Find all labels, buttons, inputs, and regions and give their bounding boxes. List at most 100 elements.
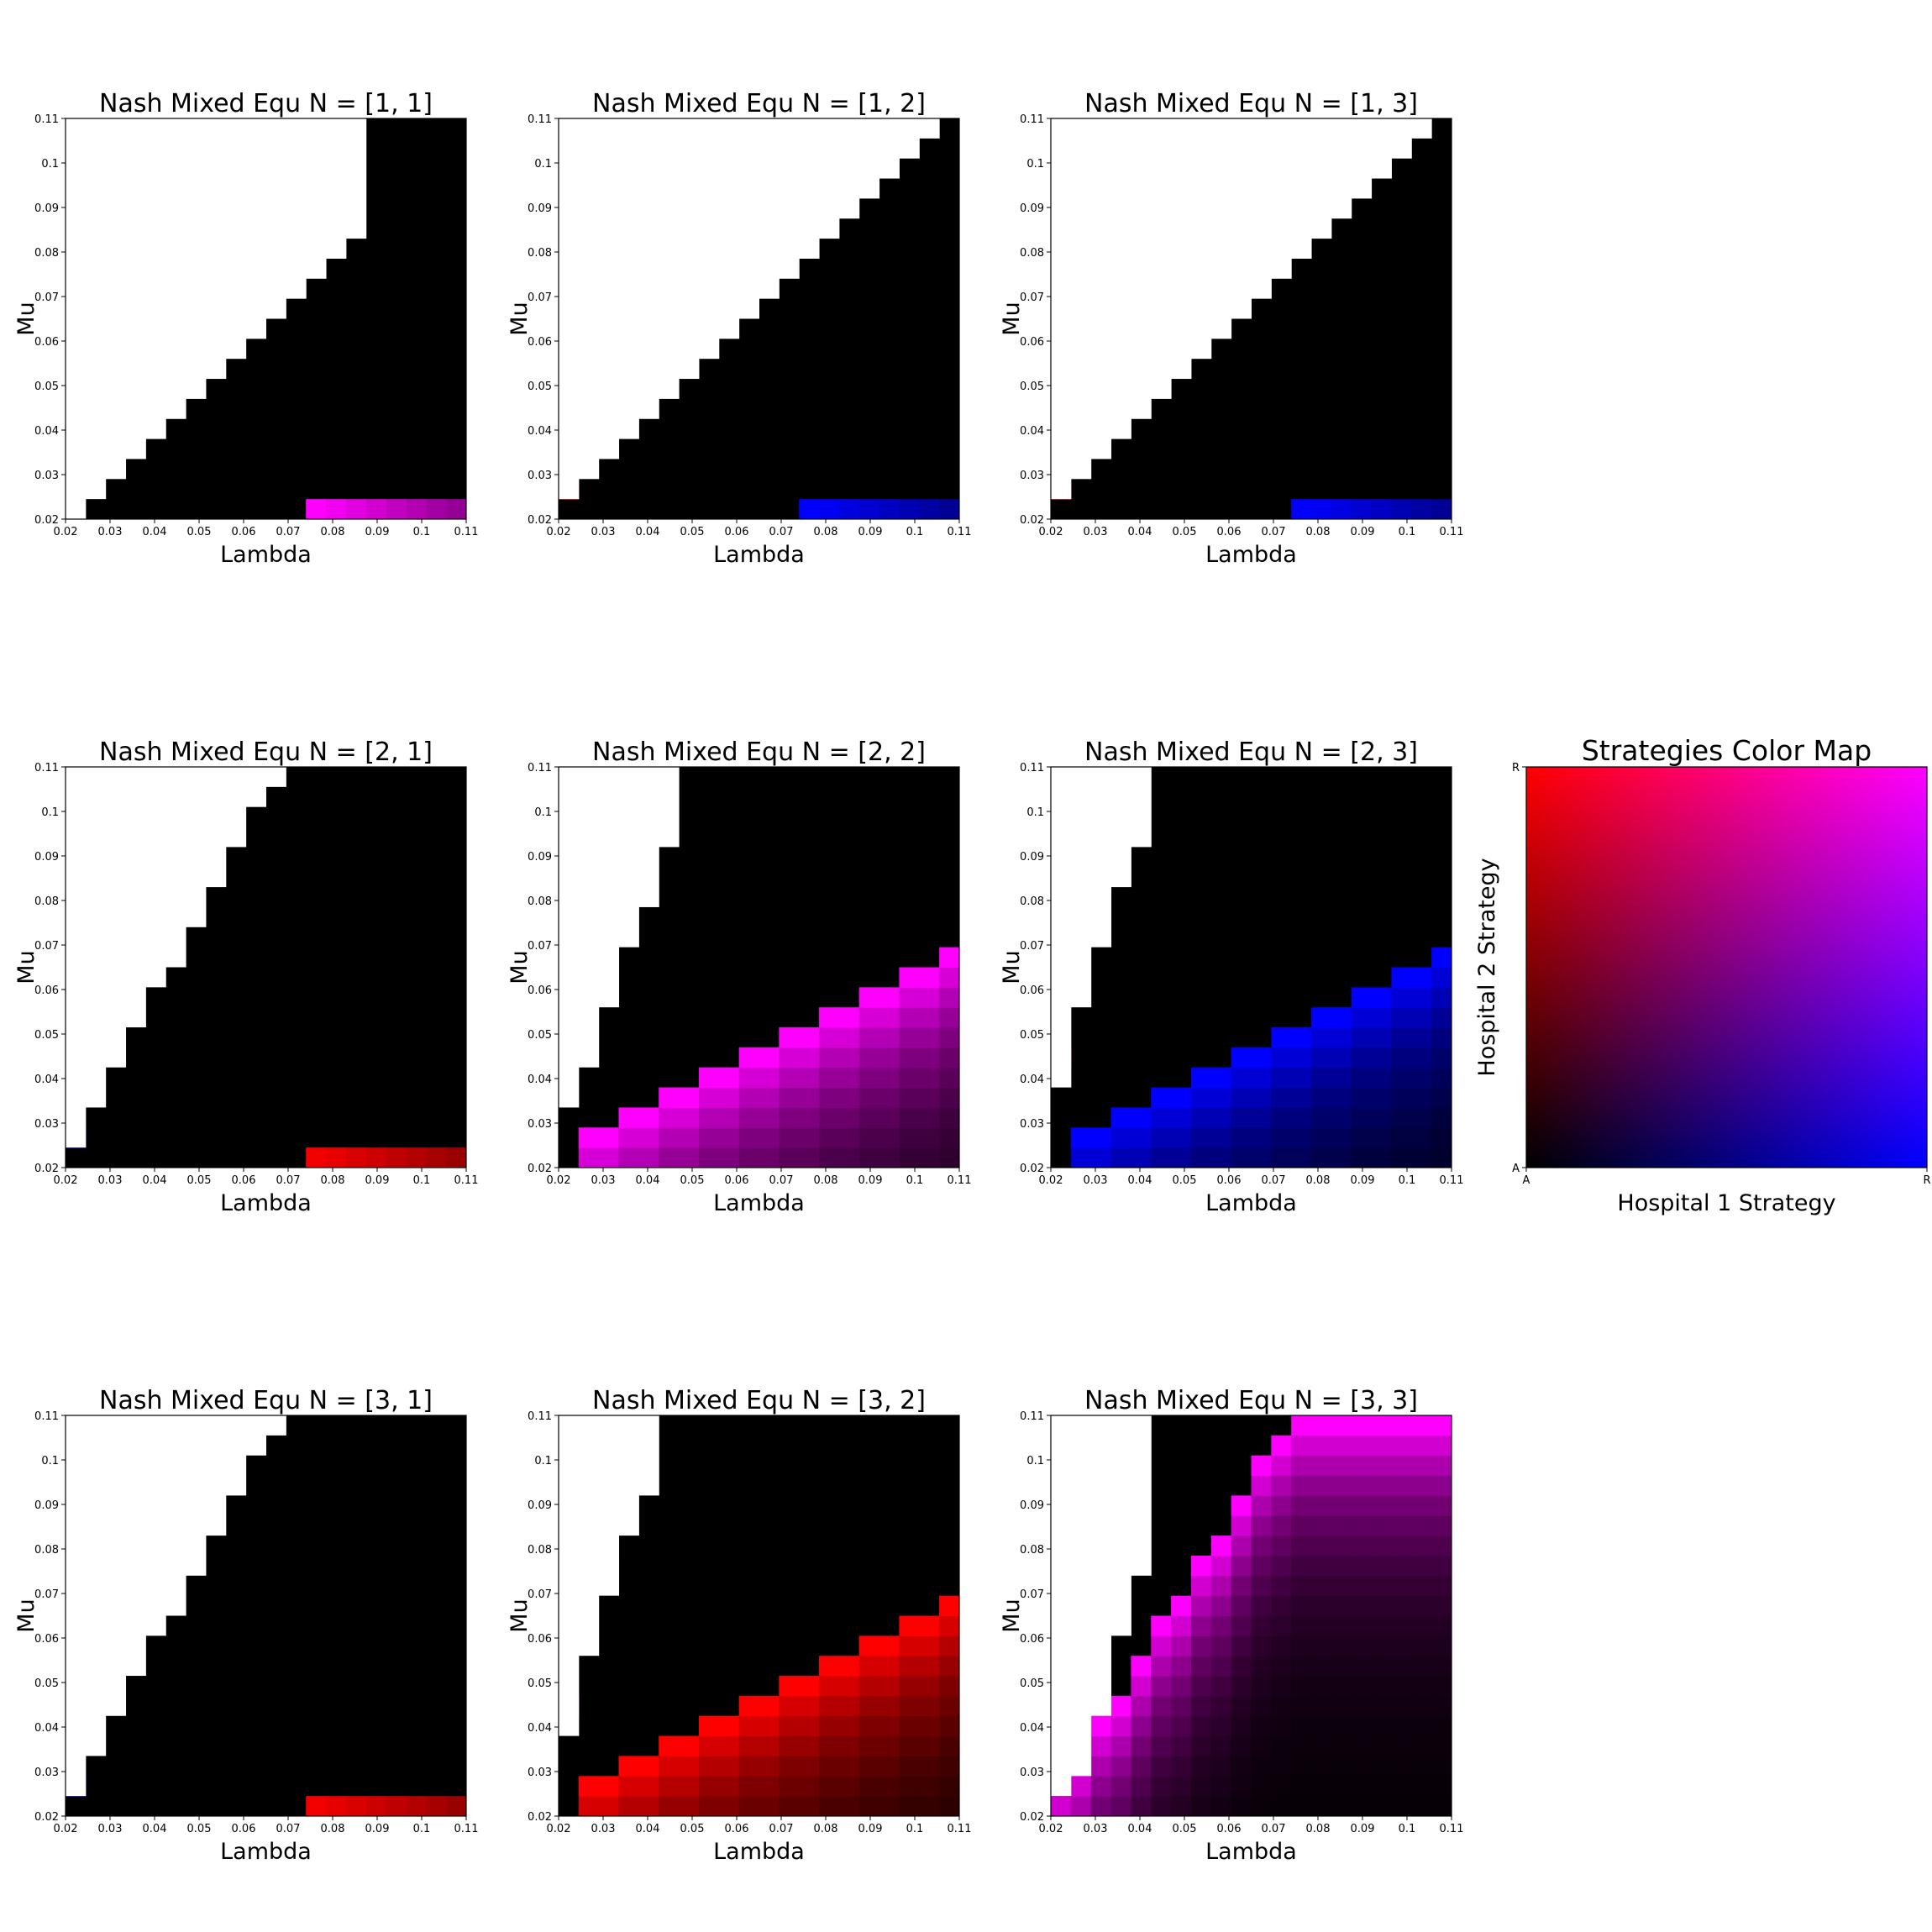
y-tick-label: 0.04 bbox=[34, 1722, 59, 1735]
x-tick-label: 0.09 bbox=[1351, 1174, 1375, 1187]
heatmap-cell bbox=[679, 1107, 700, 1128]
heatmap-cell bbox=[879, 1087, 900, 1108]
heatmap-cell bbox=[779, 1087, 800, 1108]
heatmap-cell bbox=[326, 499, 347, 520]
heatmap-cell bbox=[899, 1615, 920, 1636]
no-equilibrium-cell bbox=[1271, 118, 1292, 279]
heatmap-cell bbox=[1110, 1715, 1131, 1737]
heatmap-cell bbox=[1311, 1027, 1332, 1048]
no-equilibrium-cell bbox=[286, 118, 307, 299]
heatmap-cell bbox=[386, 499, 407, 520]
y-tick-label: 0.1 bbox=[41, 806, 59, 819]
heatmap-cell bbox=[899, 1695, 920, 1717]
heatmap-cell bbox=[1311, 1615, 1332, 1636]
heatmap-cell bbox=[698, 1087, 720, 1108]
heatmap-cell bbox=[1311, 1455, 1332, 1477]
heatmap-cell bbox=[1271, 1615, 1292, 1636]
heatmap-cell bbox=[1331, 1695, 1352, 1717]
heatmap-cell bbox=[1311, 1715, 1332, 1737]
heatmap-cell bbox=[1411, 1455, 1432, 1477]
no-equilibrium-cell bbox=[205, 767, 227, 888]
y-tick-label: 0.02 bbox=[34, 1163, 59, 1175]
no-equilibrium-cell bbox=[66, 1415, 87, 1797]
heatmap-cell bbox=[1271, 1435, 1292, 1457]
heatmap-cell bbox=[1431, 1007, 1452, 1028]
subplot-2: 0.020.02 0.03 0.03 0.04 0.04 0.05 0.05 0.06 0.06… bbox=[507, 89, 971, 568]
heatmap-cell bbox=[1251, 1455, 1272, 1477]
x-tick-label: 0.08 bbox=[814, 526, 838, 538]
heatmap-cell bbox=[919, 1676, 940, 1697]
heatmap-cell bbox=[799, 1107, 820, 1128]
heatmap-cell bbox=[939, 1656, 960, 1677]
no-equilibrium-cell bbox=[1411, 118, 1432, 139]
heatmap-cell bbox=[1190, 1555, 1212, 1577]
heatmap-cell bbox=[1131, 1735, 1152, 1756]
heatmap-cell bbox=[1251, 1067, 1272, 1089]
heatmap-cell bbox=[1210, 1676, 1232, 1697]
heatmap-cell bbox=[879, 987, 900, 1008]
heatmap-cell bbox=[819, 1067, 840, 1089]
heatmap-cell bbox=[939, 1047, 960, 1068]
heatmap-cell bbox=[1351, 1776, 1373, 1797]
no-equilibrium-cell bbox=[698, 118, 720, 360]
heatmap-cell bbox=[1371, 1656, 1392, 1677]
x-tick-label: 0.05 bbox=[187, 1823, 212, 1835]
heatmap-cell bbox=[365, 499, 387, 520]
heatmap-cell bbox=[1411, 1047, 1432, 1068]
axes-frame bbox=[65, 1415, 467, 1817]
heatmap-cell bbox=[1351, 1495, 1373, 1516]
heatmap-cell bbox=[819, 1796, 840, 1817]
heatmap-cell bbox=[779, 1107, 800, 1128]
heatmap-cell bbox=[679, 1147, 700, 1168]
heatmap-cell bbox=[1311, 1147, 1332, 1168]
heatmap-cell bbox=[1431, 1656, 1452, 1677]
no-equilibrium-cell bbox=[145, 118, 166, 439]
x-tick-label: 0.02 bbox=[54, 526, 78, 538]
heatmap-cell bbox=[738, 1087, 759, 1108]
x-tick-label: 0.02 bbox=[1039, 1823, 1063, 1835]
heatmap-cell bbox=[1171, 1756, 1192, 1777]
y-tick-label: 0.09 bbox=[528, 1499, 552, 1512]
heatmap-cell bbox=[858, 1147, 880, 1168]
y-tick-label: 0.06 bbox=[1020, 1633, 1044, 1646]
heatmap-cell bbox=[1291, 1067, 1312, 1089]
x-tick-label: 0.04 bbox=[1128, 1174, 1152, 1187]
heatmap-cell bbox=[819, 1756, 840, 1777]
heatmap-cell bbox=[1231, 1676, 1252, 1697]
heatmap-cell bbox=[779, 1796, 800, 1817]
x-tick-label: 0.03 bbox=[591, 1174, 616, 1187]
strategies-color-map: Strategies Color Map A R A R Hospital 1 Strat… bbox=[1474, 734, 1931, 1216]
heatmap-cell bbox=[799, 1776, 820, 1797]
y-tick-label: 0.02 bbox=[528, 1811, 552, 1824]
heatmap-cell bbox=[899, 1735, 920, 1756]
heatmap-cell bbox=[1110, 1695, 1131, 1717]
heatmap-cell bbox=[679, 1735, 700, 1756]
x-tick-label: 0.09 bbox=[365, 1174, 390, 1187]
heatmap-cell bbox=[1411, 1676, 1432, 1697]
y-tick-label: 0.08 bbox=[1020, 895, 1044, 908]
heatmap-cell bbox=[1331, 1047, 1352, 1068]
heatmap-cell bbox=[1411, 1147, 1432, 1168]
no-equilibrium-cell bbox=[1311, 118, 1332, 239]
y-tick-label: 0.06 bbox=[528, 984, 552, 997]
x-tick-label: 0.11 bbox=[454, 1823, 479, 1835]
y-tick-label: 0.08 bbox=[1020, 1544, 1044, 1557]
heatmap-cell bbox=[919, 987, 940, 1008]
heatmap-cell bbox=[1271, 1676, 1292, 1697]
no-equilibrium-cell bbox=[1051, 767, 1072, 1088]
heatmap-cell bbox=[819, 1735, 840, 1756]
heatmap-cell bbox=[718, 1735, 740, 1756]
no-equilibrium-cell bbox=[578, 767, 600, 1068]
heatmap-cell bbox=[1331, 1515, 1352, 1536]
heatmap-cell bbox=[1190, 1595, 1212, 1616]
heatmap-cell bbox=[738, 1127, 759, 1148]
heatmap-cell bbox=[879, 1695, 900, 1717]
heatmap-cell bbox=[919, 1615, 940, 1636]
no-equilibrium-cell bbox=[306, 118, 327, 279]
heatmap-cell bbox=[1431, 1435, 1452, 1457]
x-tick-label: 0.08 bbox=[814, 1174, 838, 1187]
heatmap-cell bbox=[858, 1107, 880, 1128]
heatmap-cell bbox=[838, 1087, 860, 1108]
heatmap-cell bbox=[1251, 1515, 1272, 1536]
no-equilibrium-cell bbox=[858, 118, 880, 199]
